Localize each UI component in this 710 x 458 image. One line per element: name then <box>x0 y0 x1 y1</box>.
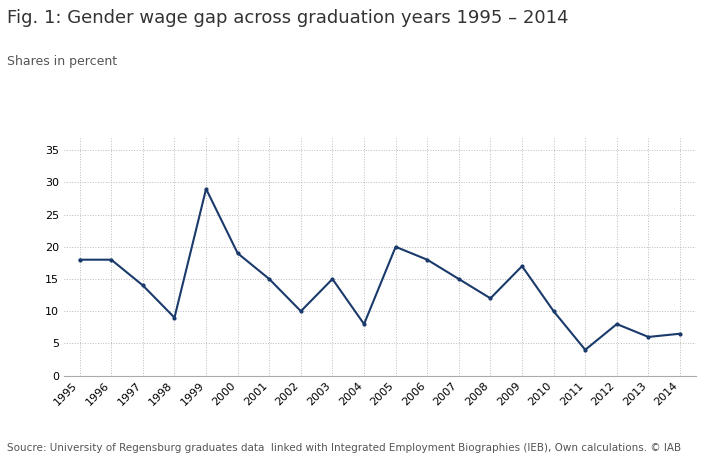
Text: Shares in percent: Shares in percent <box>7 55 117 68</box>
Text: Soucre: University of Regensburg graduates data  linked with Integrated Employme: Soucre: University of Regensburg graduat… <box>7 443 681 453</box>
Text: Fig. 1: Gender wage gap across graduation years 1995 – 2014: Fig. 1: Gender wage gap across graduatio… <box>7 9 569 27</box>
